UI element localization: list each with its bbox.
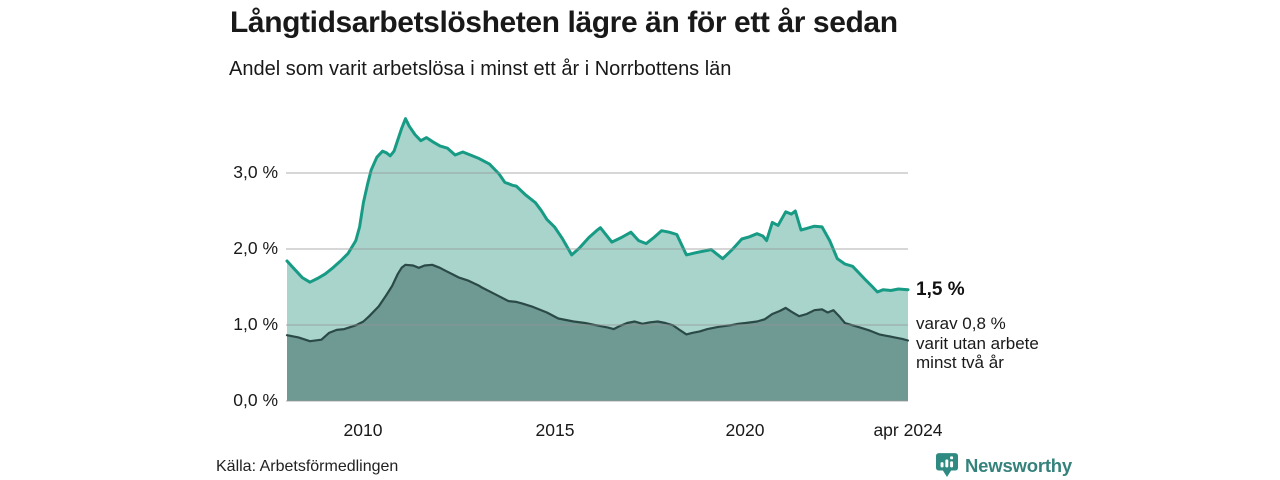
gridline-3pct (286, 172, 908, 174)
area-chart (285, 117, 910, 401)
gridline-0pct (286, 400, 908, 402)
newsworthy-logo: Newsworthy (936, 453, 1072, 478)
y-tick-label-3: 3,0 % (233, 162, 278, 182)
chart-subtitle: Andel som varit arbetslösa i minst ett å… (229, 58, 732, 80)
y-tick-label-2: 2,0 % (233, 238, 278, 258)
y-tick-label-0: 0,0 % (233, 390, 278, 410)
secondary-annotation: varav 0,8 % varit utan arbete minst två … (916, 314, 1039, 372)
end-value-label: 1,5 % (916, 279, 965, 300)
y-tick-label-1: 1,0 % (233, 314, 278, 334)
series-area-1 (287, 264, 908, 401)
series-line-0 (285, 117, 910, 294)
chart-title: Långtidsarbetslösheten lägre än för ett … (230, 6, 898, 39)
gridline-2pct (286, 248, 908, 250)
x-tick-label-apr2024: apr 2024 (873, 420, 943, 440)
x-tick-label-2020: 2020 (725, 420, 765, 440)
x-tick-label-2010: 2010 (343, 420, 383, 440)
newsworthy-logo-text: Newsworthy (965, 454, 1072, 476)
newsworthy-logo-icon (936, 453, 958, 478)
x-tick-label-2015: 2015 (535, 420, 575, 440)
source-label: Källa: Arbetsförmedlingen (216, 458, 399, 475)
gridline-1pct (286, 324, 908, 326)
series-line-1 (285, 263, 910, 343)
